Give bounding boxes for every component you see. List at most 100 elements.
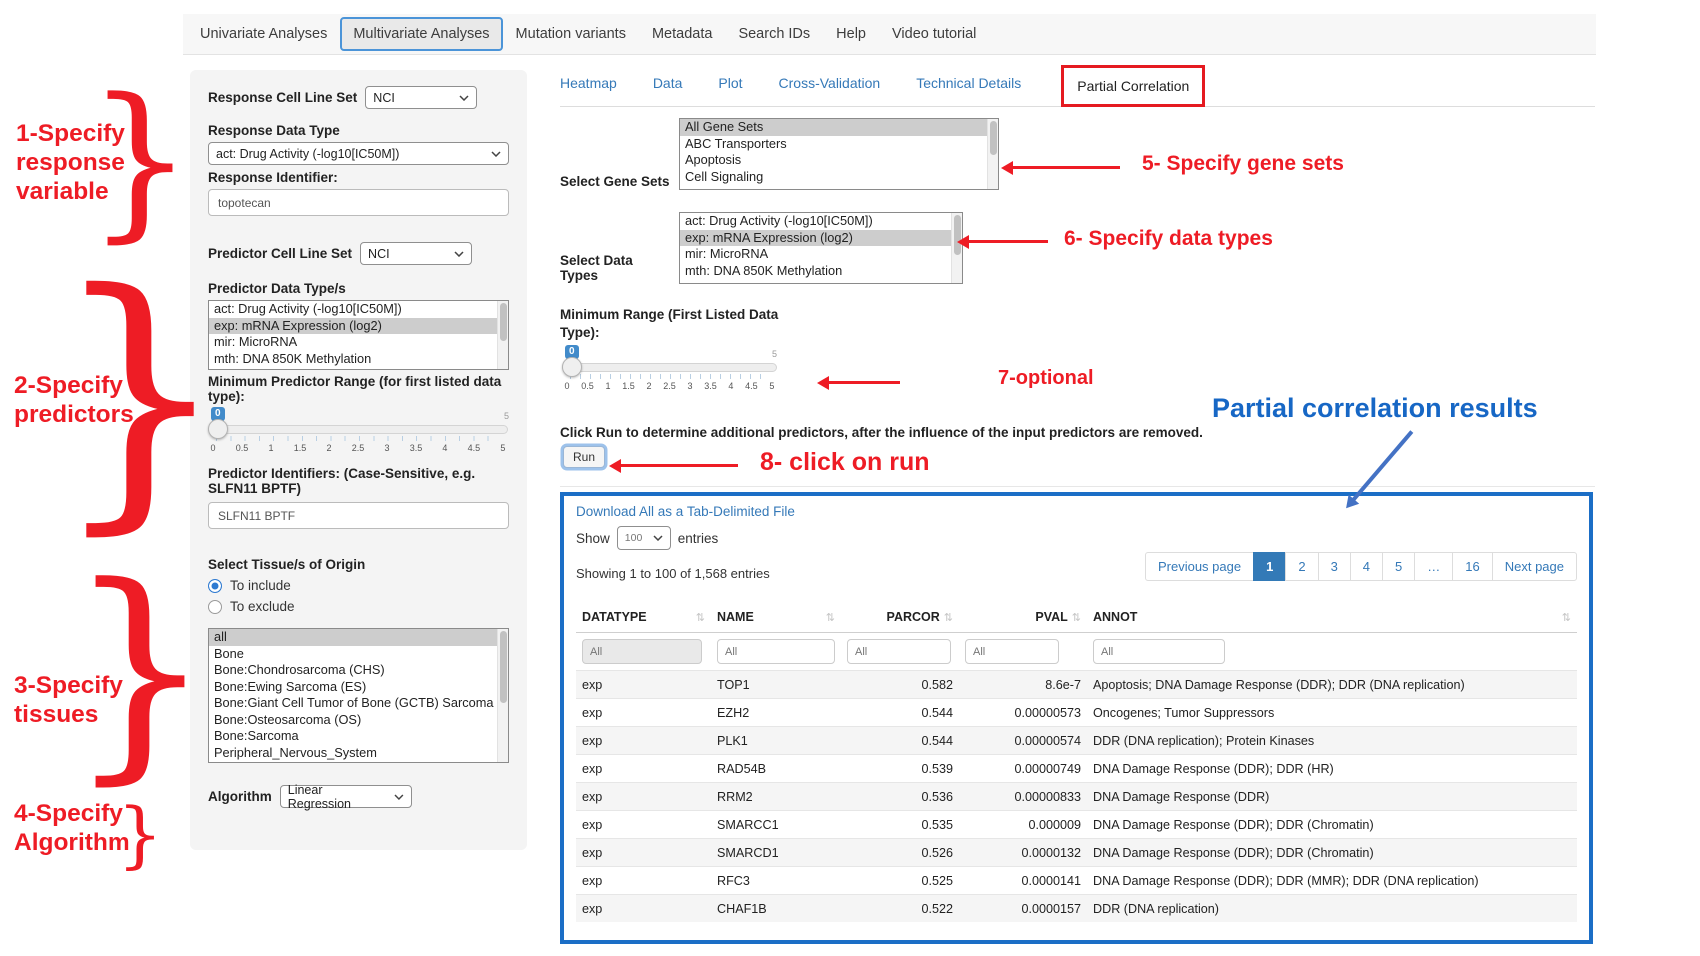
arrow-data-types: [957, 235, 1048, 248]
page-button-next-page[interactable]: Next page: [1491, 552, 1577, 581]
tissue-option[interactable]: Bone: [214, 645, 244, 661]
scrollbar[interactable]: [987, 119, 998, 189]
table-row[interactable]: exp RRM2 0.536 0.00000833 DNA Damage Respons…: [576, 782, 1577, 811]
tab-cross-validation[interactable]: Cross-Validation: [778, 75, 881, 91]
predictor-data-type-option[interactable]: mth: DNA 850K Methylation: [214, 350, 372, 366]
tissue-listbox[interactable]: all Bone Bone:Chondrosarcoma (CHS) Bone:Ewi…: [208, 628, 509, 763]
data-types-listbox[interactable]: act: Drug Activity (-log10[IC50M]) exp: m…: [679, 212, 963, 284]
tissue-option[interactable]: Bone:Chondrosarcoma (CHS): [214, 662, 385, 677]
page-button-16[interactable]: 16: [1452, 552, 1493, 581]
table-row[interactable]: exp TOP1 0.582 8.6e-7 Apoptosis; DNA Damage …: [576, 670, 1577, 699]
predictor-data-type-option[interactable]: mir: MicroRNA: [214, 334, 298, 349]
chevron-down-icon: [459, 94, 469, 101]
page-button-5[interactable]: 5: [1382, 552, 1416, 581]
tab-plot[interactable]: Plot: [718, 75, 743, 91]
response-cell-line-set-select[interactable]: NCI: [365, 86, 478, 109]
predictor-cell-line-set-label: Predictor Cell Line Set: [208, 246, 353, 261]
cell-parcor: 0.526: [841, 838, 959, 867]
table-row[interactable]: exp SMARCD1 0.526 0.0000132 DNA Damage Respo…: [576, 838, 1577, 867]
page-button-[interactable]: …: [1414, 552, 1454, 581]
min-predictor-range-slider[interactable]: 0 5 0 0.5 1 1.5 2 2.5 3 3.5 4 4.5 5: [208, 407, 509, 458]
nav-tab-mutation-variants[interactable]: Mutation variants: [515, 26, 626, 42]
tissue-exclude-radio[interactable]: To exclude: [208, 599, 509, 614]
slider-track[interactable]: [208, 425, 508, 434]
tissue-option[interactable]: Peripheral_Nervous_System: [214, 744, 377, 760]
tissue-option[interactable]: Bone:Osteosarcoma (OS): [214, 711, 362, 727]
scrollbar[interactable]: [951, 213, 962, 283]
tissue-option[interactable]: Bone:Ewing Sarcoma (ES): [214, 678, 367, 694]
nav-tab-multivariate-analyses[interactable]: Multivariate Analyses: [340, 17, 503, 51]
tab-partial-correlation[interactable]: Partial Correlation: [1061, 65, 1206, 107]
sort-icon[interactable]: ⇅: [1561, 611, 1571, 624]
sort-icon[interactable]: ⇅: [943, 611, 953, 624]
tissue-option[interactable]: Bone:Giant Cell Tumor of Bone (GCTB) Sar…: [214, 695, 494, 710]
filter-input-annot[interactable]: [1093, 639, 1225, 664]
gene-sets-listbox[interactable]: All Gene Sets ABC Transporters Apoptosis Ce…: [679, 118, 999, 190]
data-type-option[interactable]: mth: DNA 850K Methylation: [685, 262, 843, 278]
column-header-name[interactable]: NAME ⇅: [711, 601, 841, 633]
tab-heatmap[interactable]: Heatmap: [560, 75, 617, 91]
nav-tab-metadata[interactable]: Metadata: [651, 26, 713, 42]
min-range-slider[interactable]: 0 5 0 0.5 1 1.5 2 2.5 3 3.5 4 4.5 5: [562, 345, 777, 396]
gene-set-option[interactable]: ABC Transporters: [685, 135, 787, 151]
nav-tab-univariate-analyses[interactable]: Univariate Analyses: [200, 26, 328, 42]
tick-label: 3: [384, 443, 390, 453]
predictor-identifiers-input[interactable]: [208, 502, 509, 529]
response-identifier-input[interactable]: [208, 189, 509, 216]
sort-icon[interactable]: ⇅: [1071, 611, 1081, 624]
filter-input-pval[interactable]: [965, 639, 1059, 664]
data-types-row: Select Data Types act: Drug Activity (-l…: [560, 212, 963, 284]
column-header-parcor[interactable]: PARCOR ⇅: [841, 601, 959, 633]
nav-tab-video-tutorial[interactable]: Video tutorial: [892, 26, 977, 42]
column-header-annot[interactable]: ANNOT ⇅: [1087, 601, 1577, 633]
download-link[interactable]: Download All as a Tab-Delimited File: [576, 504, 795, 519]
cell-name: SMARCD1: [711, 838, 841, 867]
page-button-previous-page[interactable]: Previous page: [1144, 552, 1255, 581]
slider-handle[interactable]: [562, 357, 582, 377]
cell-parcor: 0.535: [841, 810, 959, 839]
predictor-data-types-listbox[interactable]: act: Drug Activity (-log10[IC50M]) exp: m…: [208, 300, 509, 370]
tab-data[interactable]: Data: [652, 75, 683, 91]
table-row[interactable]: exp RFC3 0.525 0.0000141 DNA Damage Response…: [576, 866, 1577, 895]
filter-input-datatype[interactable]: [582, 639, 702, 664]
gene-set-option[interactable]: Apoptosis: [685, 152, 742, 167]
page-button-2[interactable]: 2: [1285, 552, 1319, 581]
table-row[interactable]: exp EZH2 0.544 0.00000573 Oncogenes; Tumor S…: [576, 698, 1577, 727]
response-data-type-select[interactable]: act: Drug Activity (-log10[IC50M]): [208, 142, 509, 165]
table-row[interactable]: exp SMARCC1 0.535 0.000009 DNA Damage Respon…: [576, 810, 1577, 839]
predictor-data-type-option[interactable]: act: Drug Activity (-log10[IC50M]): [214, 301, 402, 316]
tissue-option[interactable]: Bone:Sarcoma: [214, 728, 299, 743]
scrollbar[interactable]: [497, 629, 508, 762]
tissue-include-radio[interactable]: To include: [208, 578, 509, 593]
table-row[interactable]: exp RAD54B 0.539 0.00000749 DNA Damage Respo…: [576, 754, 1577, 783]
scrollbar[interactable]: [497, 301, 508, 369]
run-button[interactable]: Run: [563, 446, 606, 468]
page-button-3[interactable]: 3: [1317, 552, 1351, 581]
tab-technical-details[interactable]: Technical Details: [916, 75, 1022, 91]
page-button-4[interactable]: 4: [1349, 552, 1384, 581]
slider-track[interactable]: [562, 363, 777, 372]
data-type-option[interactable]: exp: mRNA Expression (log2): [680, 229, 962, 246]
sort-icon[interactable]: ⇅: [695, 611, 705, 624]
tissue-option[interactable]: all: [209, 629, 508, 646]
page-button-1[interactable]: 1: [1253, 552, 1287, 581]
algorithm-select[interactable]: Linear Regression: [279, 783, 412, 811]
filter-input-parcor[interactable]: [847, 639, 951, 664]
data-type-option[interactable]: act: Drug Activity (-log10[IC50M]): [685, 213, 873, 228]
predictor-cell-line-set-select[interactable]: NCI: [360, 242, 473, 265]
table-row[interactable]: exp CHAF1B 0.522 0.0000157 DDR (DNA replicat…: [576, 894, 1577, 922]
column-header-datatype[interactable]: DATATYPE ⇅: [576, 601, 711, 633]
show-entries-select[interactable]: 100: [616, 526, 671, 550]
data-type-option[interactable]: mir: MicroRNA: [685, 246, 769, 261]
nav-tab-search-ids[interactable]: Search IDs: [738, 26, 811, 42]
column-header-pval[interactable]: PVAL ⇅: [959, 601, 1087, 633]
sort-icon[interactable]: ⇅: [825, 611, 835, 624]
gene-set-option[interactable]: All Gene Sets: [680, 119, 998, 136]
column-label: PVAL: [1035, 610, 1068, 624]
table-row[interactable]: exp PLK1 0.544 0.00000574 DDR (DNA replicati…: [576, 726, 1577, 755]
gene-set-option[interactable]: Cell Signaling: [685, 168, 764, 184]
nav-tab-help[interactable]: Help: [836, 26, 866, 42]
filter-input-name[interactable]: [717, 639, 835, 664]
predictor-data-type-option[interactable]: exp: mRNA Expression (log2): [209, 317, 508, 334]
